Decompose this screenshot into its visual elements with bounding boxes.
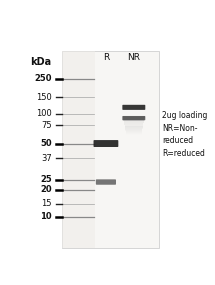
Bar [124,125,143,126]
Bar [126,131,142,133]
Text: 50: 50 [40,139,52,148]
Bar [124,120,144,121]
Text: 25: 25 [40,175,52,184]
Bar [123,118,144,120]
Text: 15: 15 [41,199,52,208]
Bar [124,122,144,123]
Bar [123,117,144,119]
Bar [125,125,143,127]
Text: 2ug loading
NR=Non-
reduced
R=reduced: 2ug loading NR=Non- reduced R=reduced [163,111,208,158]
Bar [124,124,143,125]
Bar [125,129,142,131]
Bar [126,132,142,134]
FancyBboxPatch shape [122,105,145,110]
Text: kDa: kDa [30,57,51,67]
Text: 10: 10 [40,212,52,221]
Bar [124,121,144,122]
Bar [126,133,142,135]
Bar [62,51,95,248]
FancyBboxPatch shape [122,116,145,120]
Text: 150: 150 [36,93,52,102]
Text: R: R [103,53,109,62]
Bar [124,123,143,124]
Bar [125,128,143,130]
FancyBboxPatch shape [94,140,118,147]
Text: 100: 100 [36,109,52,118]
Text: 250: 250 [34,74,52,83]
Text: 75: 75 [41,121,52,130]
Text: 20: 20 [40,185,52,194]
Bar [126,134,141,135]
Bar [62,51,159,248]
Bar [126,130,142,132]
Bar [123,119,144,121]
Bar [125,127,143,129]
Text: 37: 37 [41,154,52,163]
Text: NR: NR [127,53,140,62]
FancyBboxPatch shape [96,179,116,185]
Bar [123,116,145,118]
Bar [125,127,143,128]
